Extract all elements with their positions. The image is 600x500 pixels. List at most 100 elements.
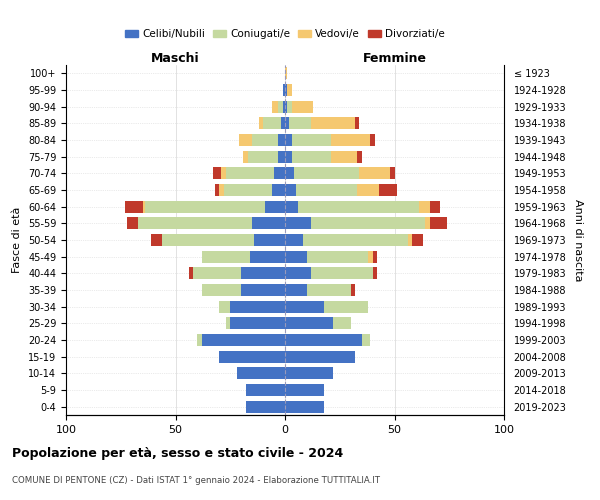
Text: COMUNE DI PENTONE (CZ) - Dati ISTAT 1° gennaio 2024 - Elaborazione TUTTITALIA.IT: COMUNE DI PENTONE (CZ) - Dati ISTAT 1° g… [12, 476, 380, 485]
Bar [311, 218, 425, 230]
Legend: Celibi/Nubili, Coniugati/e, Vedovi/e, Divorziati/e: Celibi/Nubili, Coniugati/e, Vedovi/e, Di… [121, 24, 449, 43]
Bar [265, 200, 285, 212]
Bar [307, 250, 368, 262]
Bar [283, 100, 285, 112]
Bar [285, 168, 294, 179]
Bar [285, 200, 298, 212]
Bar [281, 118, 285, 130]
Bar [244, 150, 248, 162]
Bar [311, 268, 373, 280]
Bar [296, 184, 357, 196]
Y-axis label: Anni di nascita: Anni di nascita [573, 198, 583, 281]
Bar [220, 184, 224, 196]
Bar [331, 134, 370, 146]
Bar [285, 284, 307, 296]
Bar [220, 300, 230, 312]
Bar [430, 218, 447, 230]
Bar [379, 184, 397, 196]
Bar [197, 334, 202, 346]
Bar [138, 218, 252, 230]
Text: Popolazione per età, sesso e stato civile - 2024: Popolazione per età, sesso e stato civil… [12, 448, 343, 460]
Bar [213, 168, 221, 179]
Bar [220, 350, 285, 362]
Bar [259, 118, 263, 130]
Text: Femmine: Femmine [362, 52, 427, 65]
Bar [285, 234, 302, 246]
Bar [285, 134, 292, 146]
Bar [298, 200, 419, 212]
Bar [215, 184, 220, 196]
Bar [419, 200, 430, 212]
Bar [237, 368, 285, 380]
Bar [226, 318, 230, 330]
Bar [248, 150, 278, 162]
Bar [254, 234, 285, 246]
Bar [143, 200, 145, 212]
Bar [285, 350, 355, 362]
Bar [285, 318, 333, 330]
Bar [221, 168, 226, 179]
Bar [285, 84, 287, 96]
Bar [311, 118, 355, 130]
Bar [333, 318, 350, 330]
Bar [285, 268, 311, 280]
Bar [390, 168, 395, 179]
Bar [355, 118, 359, 130]
Bar [357, 150, 362, 162]
Bar [252, 134, 278, 146]
Bar [285, 334, 362, 346]
Bar [202, 284, 241, 296]
Bar [294, 168, 359, 179]
Bar [188, 268, 193, 280]
Bar [285, 368, 333, 380]
Bar [245, 400, 285, 412]
Bar [125, 200, 143, 212]
Bar [278, 150, 285, 162]
Bar [278, 134, 285, 146]
Bar [287, 100, 292, 112]
Bar [285, 300, 325, 312]
Bar [241, 268, 285, 280]
Bar [239, 134, 252, 146]
Bar [292, 134, 331, 146]
Bar [193, 268, 241, 280]
Bar [285, 250, 307, 262]
Bar [368, 250, 373, 262]
Bar [412, 234, 423, 246]
Bar [283, 84, 285, 96]
Bar [285, 184, 296, 196]
Y-axis label: Fasce di età: Fasce di età [13, 207, 22, 273]
Bar [285, 150, 292, 162]
Bar [307, 284, 350, 296]
Bar [274, 168, 285, 179]
Bar [373, 250, 377, 262]
Bar [241, 284, 285, 296]
Bar [163, 234, 254, 246]
Bar [226, 168, 274, 179]
Bar [252, 218, 285, 230]
Bar [285, 400, 325, 412]
Bar [285, 218, 311, 230]
Bar [350, 284, 355, 296]
Bar [202, 334, 285, 346]
Bar [407, 234, 412, 246]
Bar [127, 218, 138, 230]
Bar [224, 184, 272, 196]
Bar [302, 234, 407, 246]
Bar [285, 384, 325, 396]
Bar [285, 68, 287, 80]
Bar [292, 100, 313, 112]
Bar [359, 168, 390, 179]
Bar [278, 100, 283, 112]
Bar [287, 84, 292, 96]
Bar [245, 384, 285, 396]
Bar [272, 100, 278, 112]
Bar [285, 118, 289, 130]
Text: Maschi: Maschi [151, 52, 200, 65]
Bar [325, 300, 368, 312]
Bar [230, 300, 285, 312]
Bar [430, 200, 440, 212]
Bar [292, 150, 331, 162]
Bar [263, 118, 281, 130]
Bar [230, 318, 285, 330]
